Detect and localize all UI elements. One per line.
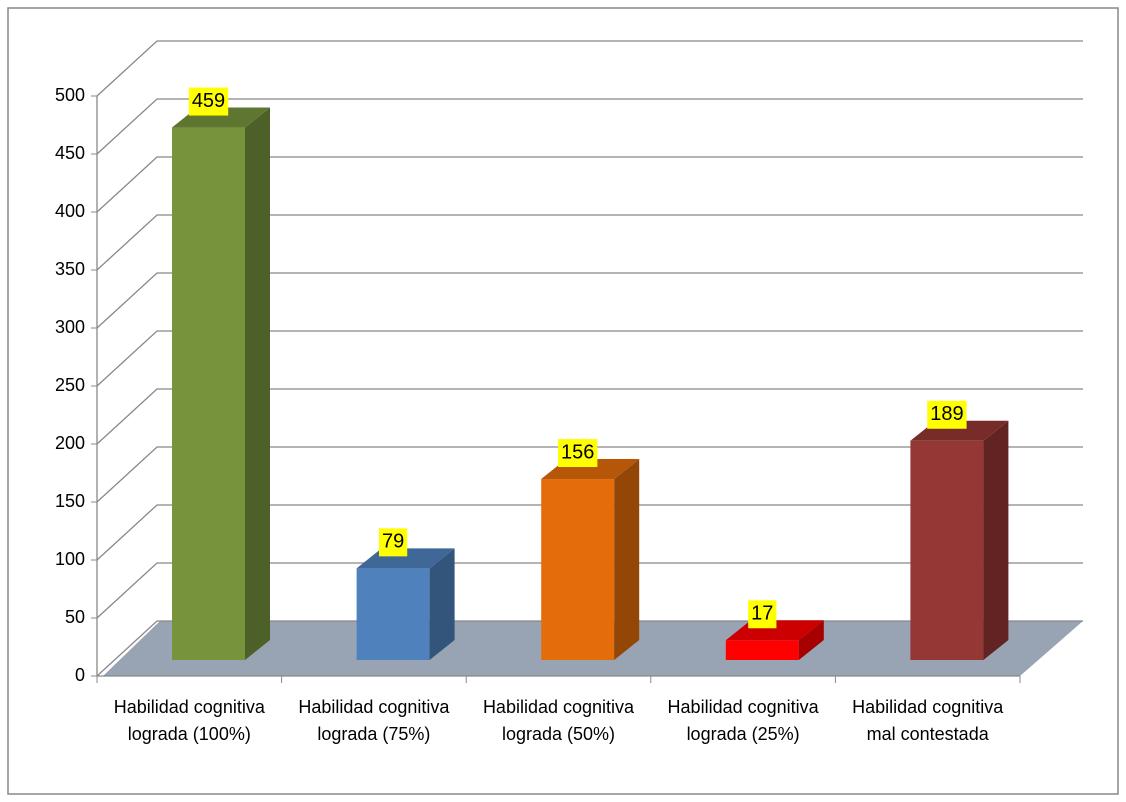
value-label: 17 [751,603,773,625]
y-tick-label: 350 [55,259,85,279]
grid-line [96,98,1083,155]
value-label: 189 [930,403,963,425]
y-tick-label: 150 [55,491,85,511]
grid-line [96,156,1083,213]
bar [910,440,984,660]
bar-side [429,548,455,660]
y-tick-label: 300 [55,317,85,337]
x-tick-label-box: Habilidad cognitiva lograda (50%) [482,697,635,744]
grid-line [96,214,1083,271]
x-tick-label: Habilidad cognitiva lograda (25%) [667,697,819,744]
grid-line [96,446,1083,503]
value-label-bg [927,400,967,429]
x-tick-label-box: Habilidad cognitiva lograda (25%) [667,697,819,744]
bar-side [614,459,640,660]
y-tick-label: 250 [55,375,85,395]
grid-line [96,562,1083,619]
bar-side [983,420,1009,660]
grid-line [96,330,1083,387]
y-tick-label: 400 [55,201,85,221]
y-tick-label: 500 [55,85,85,105]
value-label-bg [748,600,777,629]
value-label: 156 [561,441,594,463]
value-label-bg [188,87,229,116]
y-tick-label: 200 [55,433,85,453]
x-tick-label: Habilidad cognitiva lograda (50%) [482,697,635,744]
value-label-bg [378,528,408,557]
x-tick-label: Habilidad cognitiva lograda (100%) [113,697,265,744]
bar [356,568,430,660]
bar [541,479,615,660]
x-tick-label-box: Habilidad cognitiva lograda (75%) [298,697,450,744]
value-label: 79 [382,531,404,553]
bar-side [798,620,824,660]
y-tick-label: 0 [75,665,85,685]
grid-line [96,388,1083,445]
value-label: 459 [192,90,225,112]
grid-line [96,40,1083,97]
bar-side [245,107,270,660]
y-tick-label: 450 [55,143,85,163]
x-tick-label-box: Habilidad cognitiva lograda (100%) [113,697,265,744]
grid-line [96,504,1083,561]
x-tick-label: Habilidad cognitiva lograda (75%) [298,697,450,744]
y-tick-label: 50 [65,607,85,627]
grid-line [96,272,1083,329]
bar [172,127,245,660]
x-tick-label: Habilidad cognitiva mal contestada [852,697,1004,744]
value-label-bg [558,439,598,468]
y-tick-label: 100 [55,549,85,569]
x-tick-label-box: Habilidad cognitiva mal contestada [852,697,1004,744]
bar [725,640,799,660]
